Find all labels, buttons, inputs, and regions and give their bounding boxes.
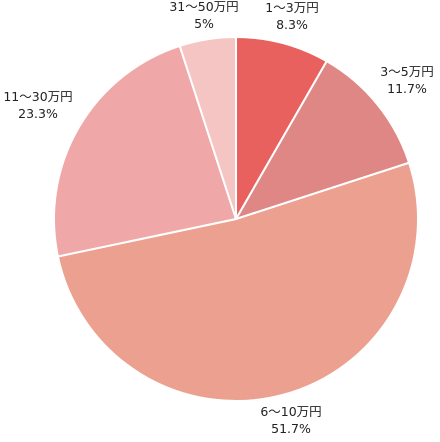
- slice-value-label-5: 5%: [194, 16, 214, 31]
- slice-value-label-1: 8.3%: [276, 17, 308, 32]
- slice-value-label-2: 11.7%: [387, 81, 427, 96]
- slice-label-1: 1～3万円: [265, 0, 318, 15]
- pie-slice-2: [235, 60, 411, 220]
- slice-label-5: 31～50万円: [169, 0, 238, 14]
- pie-slice-5: [178, 36, 237, 220]
- slice-value-label-4: 23.3%: [18, 106, 58, 121]
- pie-slice-4: [53, 44, 237, 258]
- slice-label-2: 3～5万円: [380, 64, 433, 79]
- pie-slice-3: [56, 161, 420, 403]
- pie-labels: 1～3万円 8.3% 3～5万円 11.7% 6～10万円 51.7% 11～30万円 23.…: [3, 0, 433, 436]
- slice-label-4: 11～30万円: [3, 89, 72, 104]
- slice-label-3: 6～10万円: [260, 404, 321, 419]
- pie-slices: [53, 36, 420, 403]
- slice-value-label-3: 51.7%: [271, 421, 311, 436]
- pie-slice-1: [235, 36, 328, 220]
